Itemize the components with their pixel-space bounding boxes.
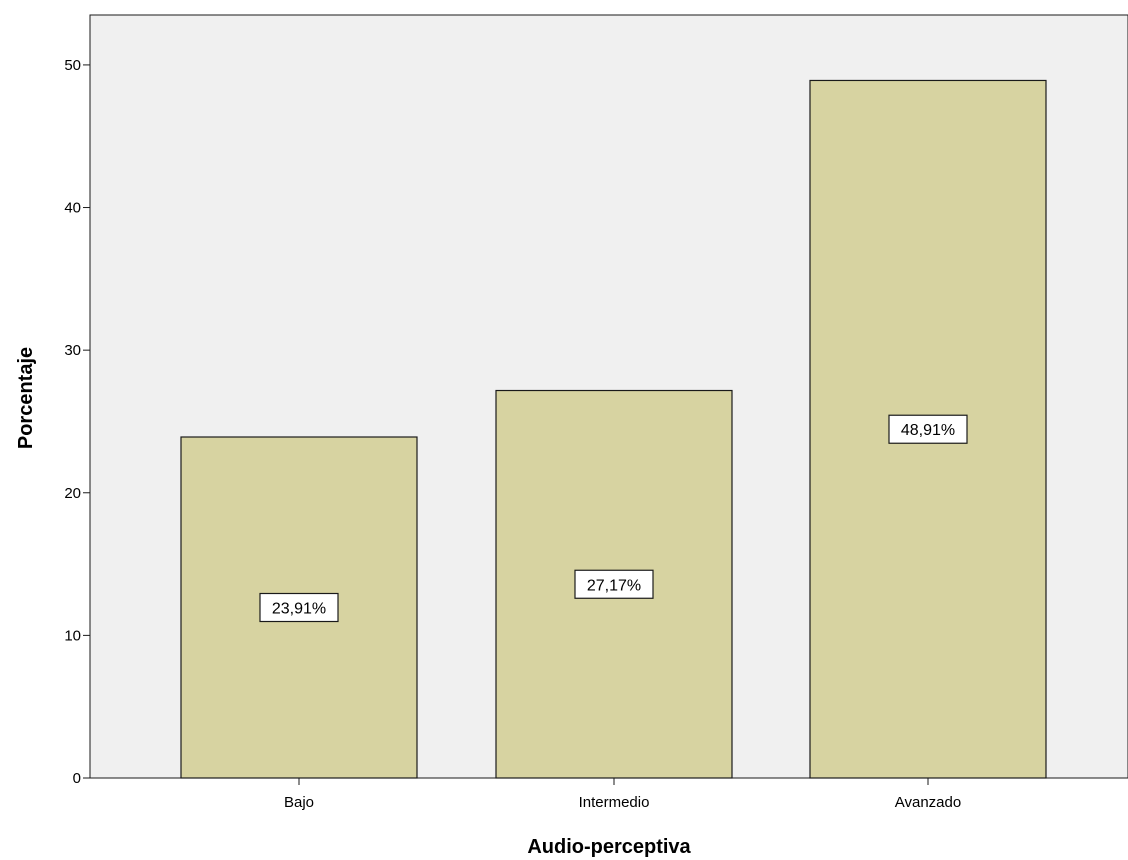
y-tick-label: 40 bbox=[64, 200, 81, 217]
data-label: 23,91% bbox=[272, 601, 326, 618]
x-axis-categories: Bajo Intermedio Avanzado bbox=[284, 778, 961, 811]
category-label: Intermedio bbox=[579, 794, 650, 811]
y-tick-label: 10 bbox=[64, 627, 81, 644]
data-label: 48,91% bbox=[901, 422, 955, 439]
category-label: Bajo bbox=[284, 794, 314, 811]
y-tick-label: 20 bbox=[64, 485, 81, 502]
x-axis-title: Audio-perceptiva bbox=[527, 836, 691, 858]
data-labels: 23,91% 27,17% 48,91% bbox=[259, 414, 968, 623]
y-axis-ticks: 0 10 20 30 40 50 bbox=[64, 15, 1128, 787]
data-label-box bbox=[574, 569, 654, 599]
y-tick-label: 0 bbox=[73, 770, 81, 787]
y-tick-label: 30 bbox=[64, 342, 81, 359]
y-tick-label: 50 bbox=[64, 57, 81, 74]
y-axis-title: Porcentaje bbox=[15, 347, 37, 449]
data-label: 27,17% bbox=[587, 577, 641, 594]
data-label-box bbox=[888, 414, 968, 444]
data-label-box bbox=[259, 592, 339, 623]
category-label: Avanzado bbox=[895, 794, 961, 811]
